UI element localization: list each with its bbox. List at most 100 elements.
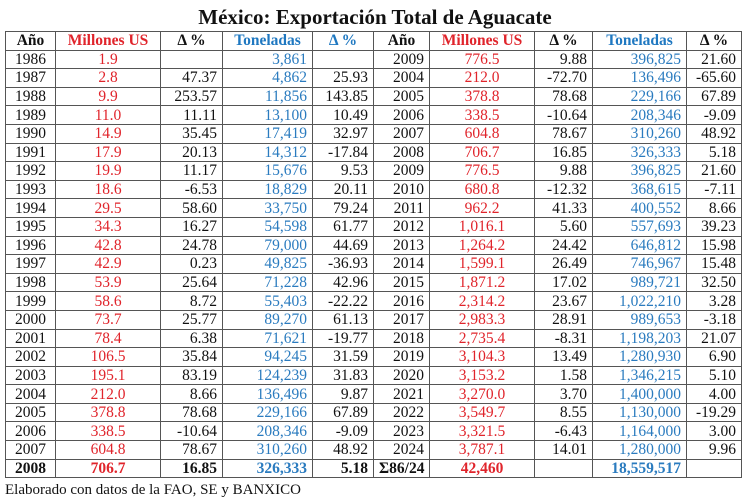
pct-tonnes-cell: 31.59: [312, 347, 374, 367]
millions-usd-cell: 17.9: [55, 142, 161, 163]
millions-usd-cell: 73.7: [55, 309, 161, 330]
pct-value-cell: 8.55: [534, 402, 593, 423]
year-cell: 2005: [5, 402, 56, 423]
millions-usd-cell: 14.9: [55, 123, 161, 144]
year-cell: 1997: [5, 254, 56, 274]
year-cell: 1988: [5, 86, 56, 107]
table-row: 2002 106.5 35.84 94,245 31.59 2019 3,104.3 13.4…: [5, 347, 742, 367]
tonnes-cell: 1,346,215: [592, 365, 687, 386]
millions-usd-cell: 378.8: [55, 402, 161, 423]
year-cell: 1993: [5, 179, 56, 200]
year-cell: 2007: [373, 123, 430, 144]
pct-tonnes-cell: [686, 458, 742, 479]
tonnes-cell: 310,260: [222, 440, 313, 460]
tonnes-cell: 1,280,930: [592, 347, 687, 367]
pct-tonnes-cell: 9.53: [312, 161, 374, 181]
table-row: 1989 11.0 11.11 13,100 10.49 2006 338.5 -10.64 2…: [5, 105, 742, 125]
millions-usd-cell: 776.5: [429, 161, 535, 181]
pct-tonnes-cell: 10.49: [312, 105, 374, 125]
pct-tonnes-cell: -19.29: [686, 402, 742, 423]
millions-usd-cell: 42,460: [429, 458, 535, 479]
millions-usd-cell: 11.0: [55, 105, 161, 125]
year-cell: 1995: [5, 216, 56, 237]
source-note: Elaborado con datos de la FAO, SE y BANX…: [5, 482, 301, 498]
year-cell: 1994: [5, 198, 56, 218]
tonnes-cell: 3,861: [222, 49, 313, 70]
millions-usd-cell: 195.1: [55, 365, 161, 386]
year-cell: 2003: [5, 365, 56, 386]
tonnes-cell: 136,496: [592, 68, 687, 88]
table-row: 1987 2.8 47.37 4,862 25.93 2004 212.0 -72.70 136…: [5, 68, 742, 88]
millions-usd-cell: 1,871.2: [429, 272, 535, 293]
pct-value-cell: 13.49: [534, 347, 593, 367]
pct-value-cell: 16.27: [160, 216, 223, 237]
pct-tonnes-cell: 42.96: [312, 272, 374, 293]
table-row: 1994 29.5 58.60 33,750 79.24 2011 962.2 41.33 40…: [5, 198, 742, 218]
header-year: Año: [373, 31, 430, 51]
tonnes-cell: 396,825: [592, 161, 687, 181]
millions-usd-cell: 2,735.4: [429, 328, 535, 349]
millions-usd-cell: 962.2: [429, 198, 535, 218]
table-row: 1997 42.9 0.23 49,825 -36.93 2014 1,599.1 26.49…: [5, 254, 742, 274]
pct-tonnes-cell: 3.00: [686, 421, 742, 442]
pct-tonnes-cell: 32.50: [686, 272, 742, 293]
year-cell: 2024: [373, 440, 430, 460]
pct-value-cell: -10.64: [160, 421, 223, 442]
tonnes-cell: 229,166: [222, 402, 313, 423]
millions-usd-cell: 2,314.2: [429, 291, 535, 311]
header-pct-tonnes: Δ %: [686, 31, 742, 51]
pct-value-cell: 47.37: [160, 68, 223, 88]
millions-usd-cell: 378.8: [429, 86, 535, 107]
year-cell: 1989: [5, 105, 56, 125]
year-cell: 2017: [373, 309, 430, 330]
tonnes-cell: 368,615: [592, 179, 687, 200]
pct-tonnes-cell: -65.60: [686, 68, 742, 88]
millions-usd-cell: 338.5: [429, 105, 535, 125]
header-pct-value: Δ %: [160, 31, 223, 51]
millions-usd-cell: 1,264.2: [429, 235, 535, 256]
pct-value-cell: 20.13: [160, 142, 223, 163]
year-cell: 2013: [373, 235, 430, 256]
millions-usd-cell: 604.8: [429, 123, 535, 144]
year-cell: 2007: [5, 440, 56, 460]
pct-tonnes-cell: 6.90: [686, 347, 742, 367]
tonnes-cell: 15,676: [222, 161, 313, 181]
table-row: 1990 14.9 35.45 17,419 32.97 2007 604.8 78.67 31…: [5, 123, 742, 144]
pct-tonnes-cell: -3.18: [686, 309, 742, 330]
table-row: 1999 58.6 8.72 55,403 -22.22 2016 2,314.2 23.67…: [5, 291, 742, 311]
tonnes-cell: 989,653: [592, 309, 687, 330]
tonnes-cell: 14,312: [222, 142, 313, 163]
tonnes-cell: 1,280,000: [592, 440, 687, 460]
header-tonnes: Toneladas: [592, 31, 687, 51]
year-cell: 2022: [373, 402, 430, 423]
tonnes-cell: 310,260: [592, 123, 687, 144]
tonnes-cell: 18,829: [222, 179, 313, 200]
year-cell: 1996: [5, 235, 56, 256]
millions-usd-cell: 19.9: [55, 161, 161, 181]
table-row: 2007 604.8 78.67 310,260 48.92 2024 3,787.1 14.…: [5, 440, 742, 460]
tonnes-cell: 326,333: [592, 142, 687, 163]
millions-usd-cell: 1.9: [55, 49, 161, 70]
millions-usd-cell: 78.4: [55, 328, 161, 349]
pct-value-cell: 35.45: [160, 123, 223, 144]
millions-usd-cell: 9.9: [55, 86, 161, 107]
pct-tonnes-cell: 48.92: [312, 440, 374, 460]
year-cell: 2001: [5, 328, 56, 349]
pct-tonnes-cell: 48.92: [686, 123, 742, 144]
pct-value-cell: 11.17: [160, 161, 223, 181]
pct-value-cell: [534, 458, 593, 479]
tonnes-cell: 49,825: [222, 254, 313, 274]
tonnes-cell: 136,496: [222, 384, 313, 404]
pct-tonnes-cell: 20.11: [312, 179, 374, 200]
millions-usd-cell: 1,599.1: [429, 254, 535, 274]
tonnes-cell: 124,239: [222, 365, 313, 386]
pct-tonnes-cell: 4.00: [686, 384, 742, 404]
pct-value-cell: 78.68: [534, 86, 593, 107]
millions-usd-cell: 3,787.1: [429, 440, 535, 460]
millions-usd-cell: 18.6: [55, 179, 161, 200]
tonnes-cell: 94,245: [222, 347, 313, 367]
pct-tonnes-cell: -36.93: [312, 254, 374, 274]
pct-tonnes-cell: 21.60: [686, 49, 742, 70]
pct-value-cell: 78.68: [160, 402, 223, 423]
table-row: 1988 9.9 253.57 11,856 143.85 2005 378.8 78.68 2…: [5, 86, 742, 107]
